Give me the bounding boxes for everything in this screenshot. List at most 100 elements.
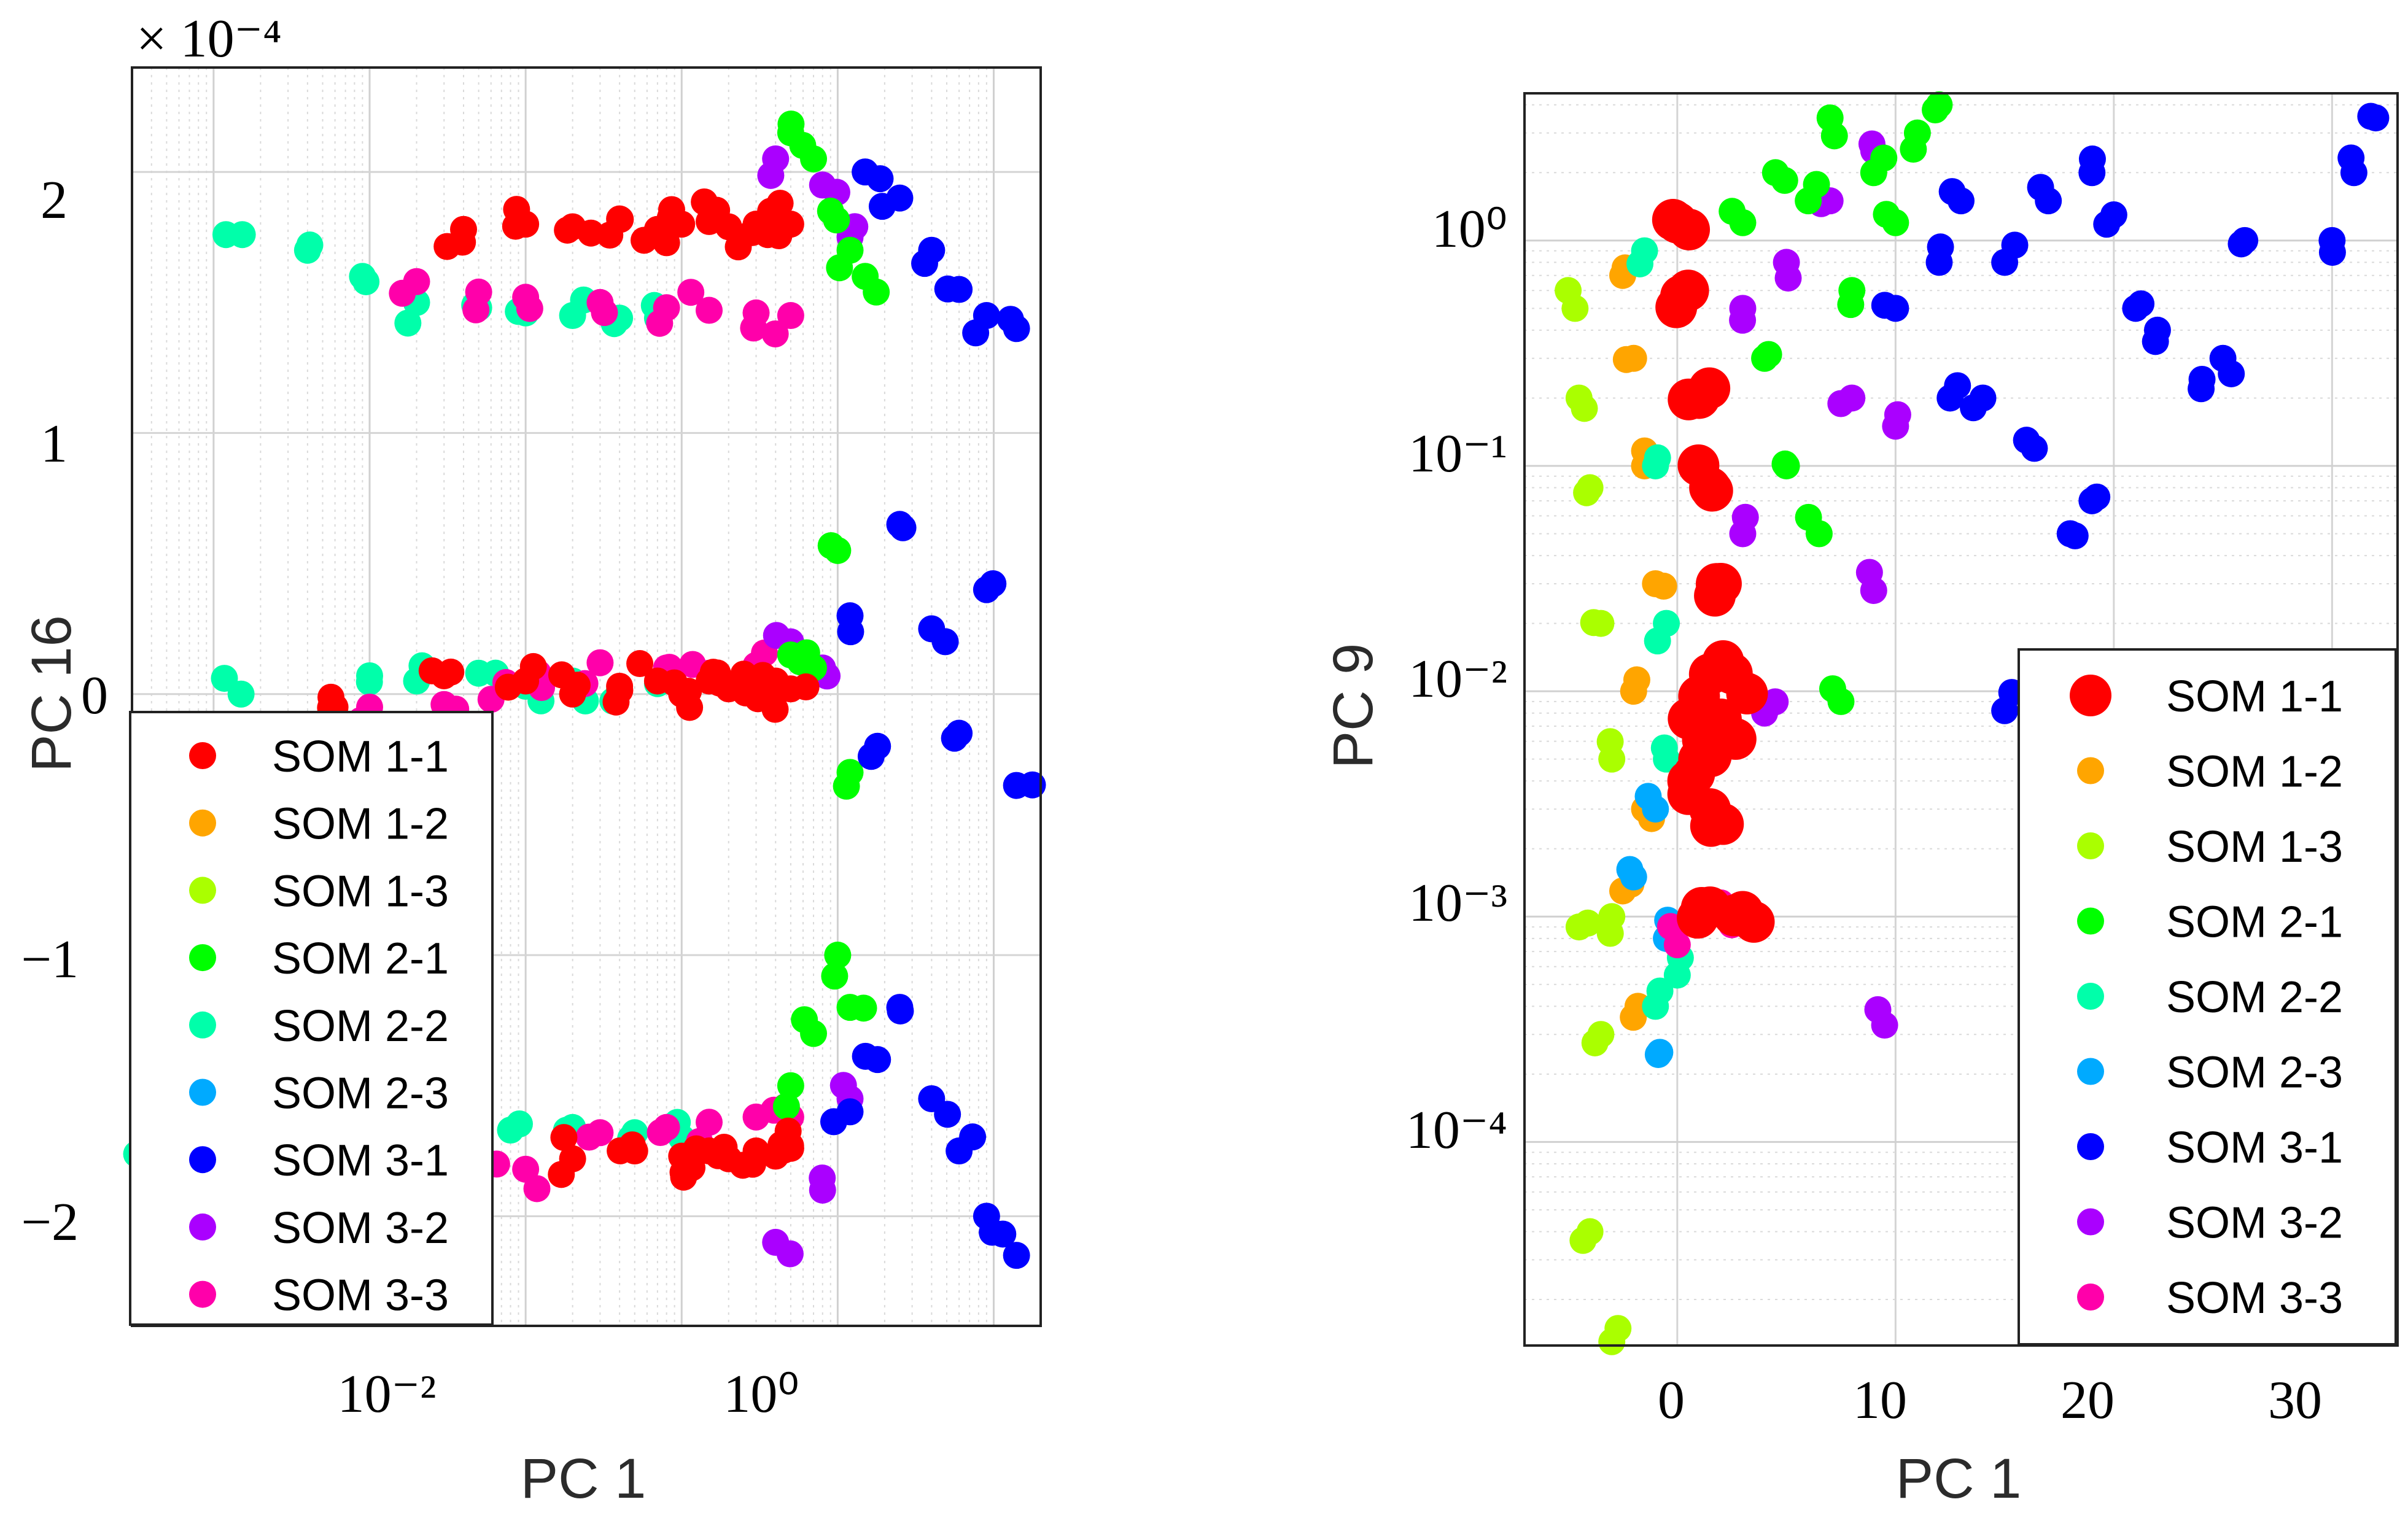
- left-point-som-3-1: [837, 618, 864, 646]
- left-point-som-3-1: [866, 165, 894, 193]
- left-point-som-1-1: [732, 679, 759, 707]
- right-xtick-label: 20: [2060, 1371, 2115, 1430]
- right-point-som-3-1: [2142, 328, 2169, 355]
- left-point-som-3-3: [586, 649, 614, 676]
- left-point-som-3-1: [934, 275, 961, 303]
- left-point-som-3-1: [979, 570, 1007, 597]
- left-point-som-3-1: [934, 1101, 961, 1128]
- left-point-som-3-2: [809, 1164, 836, 1192]
- right-point-som-2-1: [1870, 144, 1898, 172]
- right-point-som-3-1: [2078, 145, 2106, 173]
- right-point-som-2-1: [1795, 503, 1822, 531]
- left-point-som-2-1: [777, 110, 805, 138]
- right-point-som-3-1: [2318, 239, 2346, 266]
- right-legend: SOM 1-1 SOM 1-2 SOM 1-3 SOM 2-1 SOM 2-2 SOM 2…: [2018, 648, 2397, 1346]
- left-point-som-2-2: [211, 665, 238, 692]
- right-point-som-1-1: [1690, 703, 1733, 746]
- right-point-som-2-1: [1873, 201, 1900, 228]
- left-y-multiplier: × 10⁻⁴: [136, 9, 282, 69]
- right-legend-label: SOM 1-2: [2166, 748, 2343, 797]
- left-point-som-3-3: [462, 296, 490, 323]
- left-point-som-3-1: [931, 628, 959, 656]
- left-point-som-1-1: [697, 196, 725, 224]
- left-plot-frame: [131, 66, 1042, 1327]
- left-point-som-1-1: [607, 206, 634, 233]
- left-chart: × 10⁻⁴ 2 1 0 −1 −2 10⁻² 10⁰ PC 1 PC 16 S…: [20, 9, 1046, 1510]
- left-point-som-1-1: [749, 662, 777, 689]
- right-point-som-2-2: [1644, 627, 1671, 655]
- right-point-som-2-1: [1820, 122, 1848, 150]
- left-point-som-2-1: [772, 1093, 800, 1120]
- left-point-som-2-1: [791, 1006, 818, 1034]
- left-point-som-3-3: [679, 651, 707, 678]
- right-plot-frame: [1523, 92, 2399, 1347]
- right-point-som-1-1: [1713, 894, 1755, 937]
- left-point-som-2-1: [793, 639, 820, 667]
- left-ytick-label: −1: [21, 930, 79, 989]
- right-point-som-3-1: [2027, 174, 2054, 201]
- right-legend-marker: [2077, 1208, 2104, 1236]
- left-point-som-2-1: [821, 962, 849, 990]
- left-point-som-3-1: [1003, 1242, 1030, 1269]
- right-point-som-3-1: [2337, 144, 2365, 172]
- right-legend-marker: [2077, 1284, 2104, 1311]
- right-point-som-3-1: [2083, 483, 2111, 511]
- right-point-som-3-1: [2061, 522, 2089, 549]
- right-point-som-1-2: [1612, 346, 1640, 373]
- right-point-som-1-1: [1695, 563, 1738, 605]
- left-x-axis-label: PC 1: [521, 1447, 647, 1510]
- right-point-som-1-3: [1571, 395, 1598, 422]
- left-legend-marker: [189, 1280, 216, 1308]
- right-point-som-2-3: [1644, 1040, 1672, 1068]
- left-xtick-label: 10⁰: [723, 1365, 799, 1424]
- left-point-som-1-1: [715, 213, 742, 241]
- right-point-som-3-1: [2357, 103, 2385, 130]
- right-point-som-3-2: [1729, 306, 1757, 334]
- right-point-som-1-3: [1604, 1315, 1632, 1342]
- left-ytick-label: −2: [21, 1193, 79, 1252]
- right-chart: 10⁰ 10⁻¹ 10⁻² 10⁻³ 10⁻⁴ 0 10 20 30 PC 1 …: [1322, 91, 2399, 1510]
- left-point-som-1-1: [554, 216, 581, 244]
- left-point-som-1-1: [761, 695, 789, 723]
- right-xtick-label: 0: [1658, 1371, 1685, 1430]
- left-legend-marker: [189, 1078, 216, 1106]
- left-ytick-label: 2: [41, 171, 68, 230]
- left-point-som-2-2: [505, 1110, 533, 1138]
- left-point-som-1-1: [653, 229, 680, 257]
- left-point-som-1-1: [792, 673, 820, 701]
- right-legend-marker: [2077, 1133, 2104, 1160]
- left-point-som-1-1: [729, 1152, 756, 1179]
- left-legend-label: SOM 2-2: [272, 1002, 449, 1051]
- right-ytick-labels: 10⁰ 10⁻¹ 10⁻² 10⁻³ 10⁻⁴: [1406, 199, 1507, 1160]
- right-ytick-label: 10⁰: [1432, 199, 1507, 259]
- right-y-axis-label: PC 9: [1322, 643, 1385, 769]
- left-point-som-2-1: [833, 772, 860, 800]
- right-point-som-1-3: [1569, 1226, 1597, 1254]
- left-point-som-1-1: [630, 227, 658, 254]
- left-point-som-1-1: [494, 673, 522, 701]
- left-point-som-3-1: [911, 250, 939, 277]
- left-point-som-3-2: [776, 1240, 804, 1268]
- left-point-som-3-1: [941, 724, 968, 752]
- left-point-som-3-3: [516, 295, 543, 322]
- left-ytick-labels: 2 1 0 −1 −2: [21, 171, 108, 1252]
- left-point-som-1-1: [676, 694, 704, 721]
- left-point-som-2-1: [817, 532, 845, 559]
- right-point-som-2-1: [1719, 198, 1746, 225]
- left-point-som-2-2: [296, 231, 324, 259]
- right-legend-marker: [2070, 675, 2111, 716]
- right-legend-label: SOM 2-3: [2166, 1048, 2343, 1098]
- right-point-som-1-3: [1580, 609, 1607, 637]
- right-legend-label: SOM 1-3: [2166, 823, 2343, 872]
- right-point-som-2-1: [1922, 96, 1949, 123]
- left-point-som-3-3: [575, 1123, 603, 1151]
- left-point-som-3-1: [852, 1042, 879, 1070]
- right-legend-marker: [2077, 1058, 2104, 1085]
- left-point-som-3-2: [763, 622, 790, 649]
- left-point-som-2-1: [863, 278, 890, 306]
- left-point-som-3-3: [523, 1175, 551, 1202]
- left-point-som-3-1: [889, 514, 917, 541]
- left-point-som-3-1: [989, 1220, 1017, 1248]
- right-point-som-2-1: [1771, 450, 1799, 478]
- left-legend-label: SOM 1-3: [272, 867, 449, 916]
